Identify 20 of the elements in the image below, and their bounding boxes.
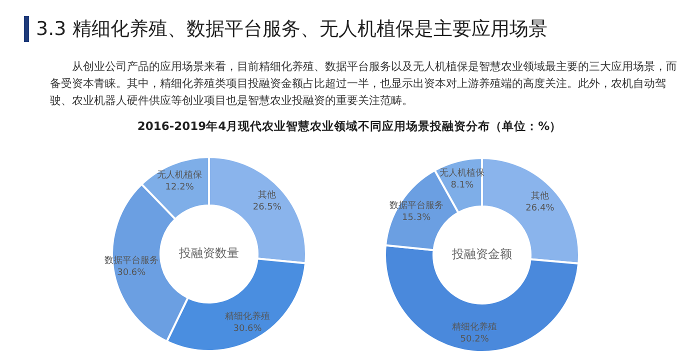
text: 投融资金额 (451, 247, 512, 262)
slice-label: 数据平台服务 (104, 254, 158, 266)
slice-label: 数据平台服务 (389, 200, 444, 212)
data-label: 30.6% (117, 268, 146, 278)
slice-label: 精细化养殖 (452, 322, 498, 333)
slice-label: 其他 (258, 190, 276, 201)
slice-label: 无人机植保 (157, 169, 202, 180)
slice-label: 其他 (530, 190, 549, 202)
text: 从创业公司产品的应用场景来看，目前精细化养殖、数据平台服务以及无人机植保是智慧农业领域最主要的三大应用场景，而备受资本青睐。其中，精细化养殖类项目投融资金额占比超过一半，也显示出资本对上游养殖端的高度关注。此外，农机自动驾驶、农业机器人硬件供应等创业项目也是智慧农业投融资的重要关注范畴。 (50, 59, 678, 109)
data-label: 12.2% (165, 182, 194, 192)
text: 投融资数量 (178, 246, 239, 260)
data-label: 30.6% (233, 324, 262, 334)
text: 2016-2019年4月现代农业智慧农业领域不同应用场景投融资分布（单位：%） (136, 119, 563, 134)
text: 3.3 精细化养殖、数据平台服务、无人机植保是主要应用场景 (36, 17, 548, 42)
data-label: 8.1% (450, 180, 474, 190)
slice-label: 精细化养殖 (225, 310, 270, 322)
data-label: 50.2% (460, 334, 490, 345)
data-label: 26.4% (526, 203, 555, 214)
data-label: 26.5% (252, 202, 282, 213)
data-label: 15.3% (402, 213, 432, 224)
